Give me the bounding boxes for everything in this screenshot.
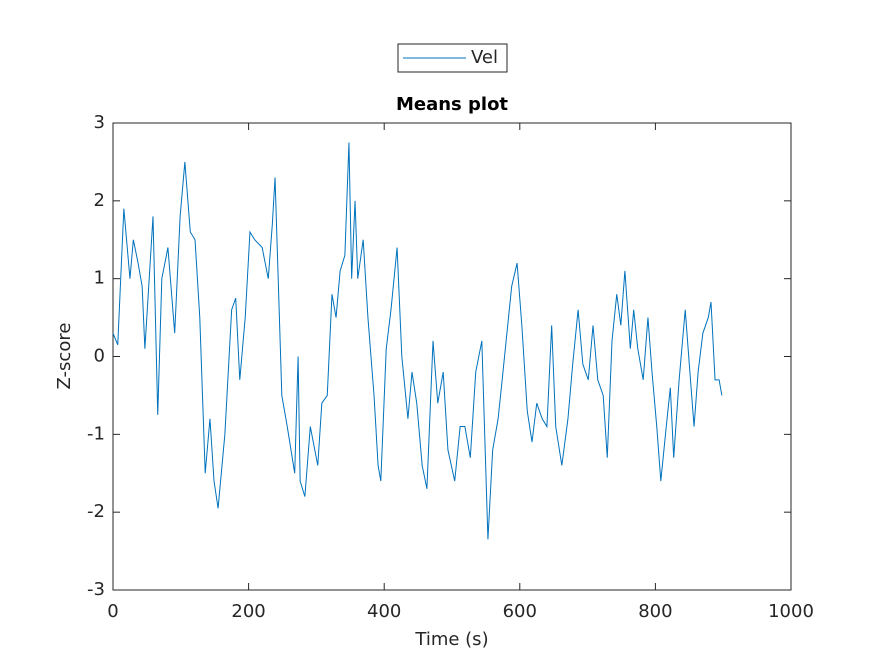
plot-area: [112, 122, 792, 591]
legend-label: Vel: [471, 47, 498, 68]
y-tick-label: 1: [94, 268, 105, 289]
y-tick-label: -2: [87, 501, 105, 522]
y-tick-label: -1: [87, 423, 105, 444]
chart-title: Means plot: [396, 94, 508, 115]
y-tick-label: 0: [94, 346, 105, 367]
x-axis-label: Time (s): [414, 629, 488, 650]
data-line: [112, 142, 723, 540]
x-tick-label: 600: [503, 601, 537, 622]
y-tick-label: -3: [87, 579, 105, 600]
x-tick-label: 400: [367, 601, 401, 622]
x-tick-label: 1000: [768, 601, 814, 622]
y-axis-label: Z-score: [54, 323, 75, 390]
y-tick-label: 2: [94, 190, 105, 211]
x-tick-label: 0: [107, 601, 118, 622]
y-tick-label: 3: [94, 112, 105, 133]
x-tick-label: 800: [638, 601, 672, 622]
x-tick-label: 200: [231, 601, 265, 622]
